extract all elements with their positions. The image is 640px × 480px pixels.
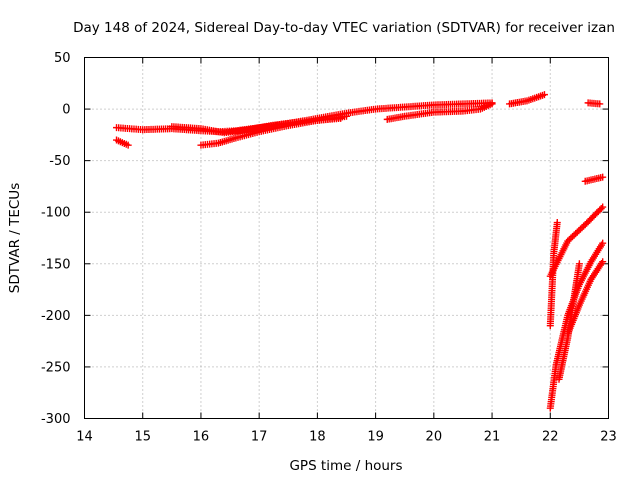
series-arc-10 (546, 219, 561, 330)
y-tick-label: -300 (41, 412, 71, 427)
y-tick-label: 50 (54, 51, 71, 66)
y-tick-label: -250 (41, 360, 71, 375)
series-arc-2 (113, 99, 496, 136)
series-arc-4 (197, 112, 350, 149)
series-arc-1 (113, 136, 132, 149)
series-arc-13 (555, 260, 583, 383)
x-tick-label: 23 (600, 430, 617, 445)
data-point (599, 203, 607, 211)
y-tick-label: -100 (41, 206, 71, 221)
x-tick-label: 22 (542, 430, 559, 445)
data-point (488, 100, 496, 108)
y-axis-title: SDTVAR / TECUs (7, 183, 23, 293)
y-tick-label: -50 (49, 154, 70, 169)
data-series (113, 91, 607, 412)
x-tick-label: 20 (426, 430, 443, 445)
series-arc-5 (383, 100, 496, 123)
y-tick-label: -150 (41, 257, 71, 272)
data-point (599, 258, 607, 266)
data-point (124, 141, 132, 149)
x-tick-label: 18 (309, 430, 326, 445)
x-tick-label: 14 (76, 430, 93, 445)
plot-frame (84, 57, 609, 419)
y-tick-label: 0 (62, 103, 70, 118)
data-point (575, 260, 583, 268)
data-point (597, 205, 605, 213)
grid-lines (84, 57, 609, 419)
series-arc-6 (506, 91, 548, 108)
series-arc-7 (584, 99, 604, 108)
x-tick-label: 16 (193, 430, 210, 445)
chart-title: Day 148 of 2024, Sidereal Day-to-day VTE… (73, 20, 615, 36)
data-point (599, 239, 607, 247)
x-tick-label: 15 (134, 430, 151, 445)
axis-ticks: 14 15 16 17 18 19 20 21 22 23 -300 -250 -200 -150 -100… (41, 51, 617, 445)
data-point (599, 173, 607, 181)
x-tick-label: 21 (484, 430, 501, 445)
data-point (540, 91, 548, 99)
y-tick-label: -200 (41, 309, 71, 324)
x-axis-title: GPS time / hours (289, 458, 402, 474)
series-arc-8 (581, 173, 607, 185)
x-tick-label: 19 (367, 430, 384, 445)
x-tick-label: 17 (251, 430, 268, 445)
data-point (553, 219, 561, 227)
data-point (596, 100, 604, 108)
data-point (343, 112, 350, 120)
